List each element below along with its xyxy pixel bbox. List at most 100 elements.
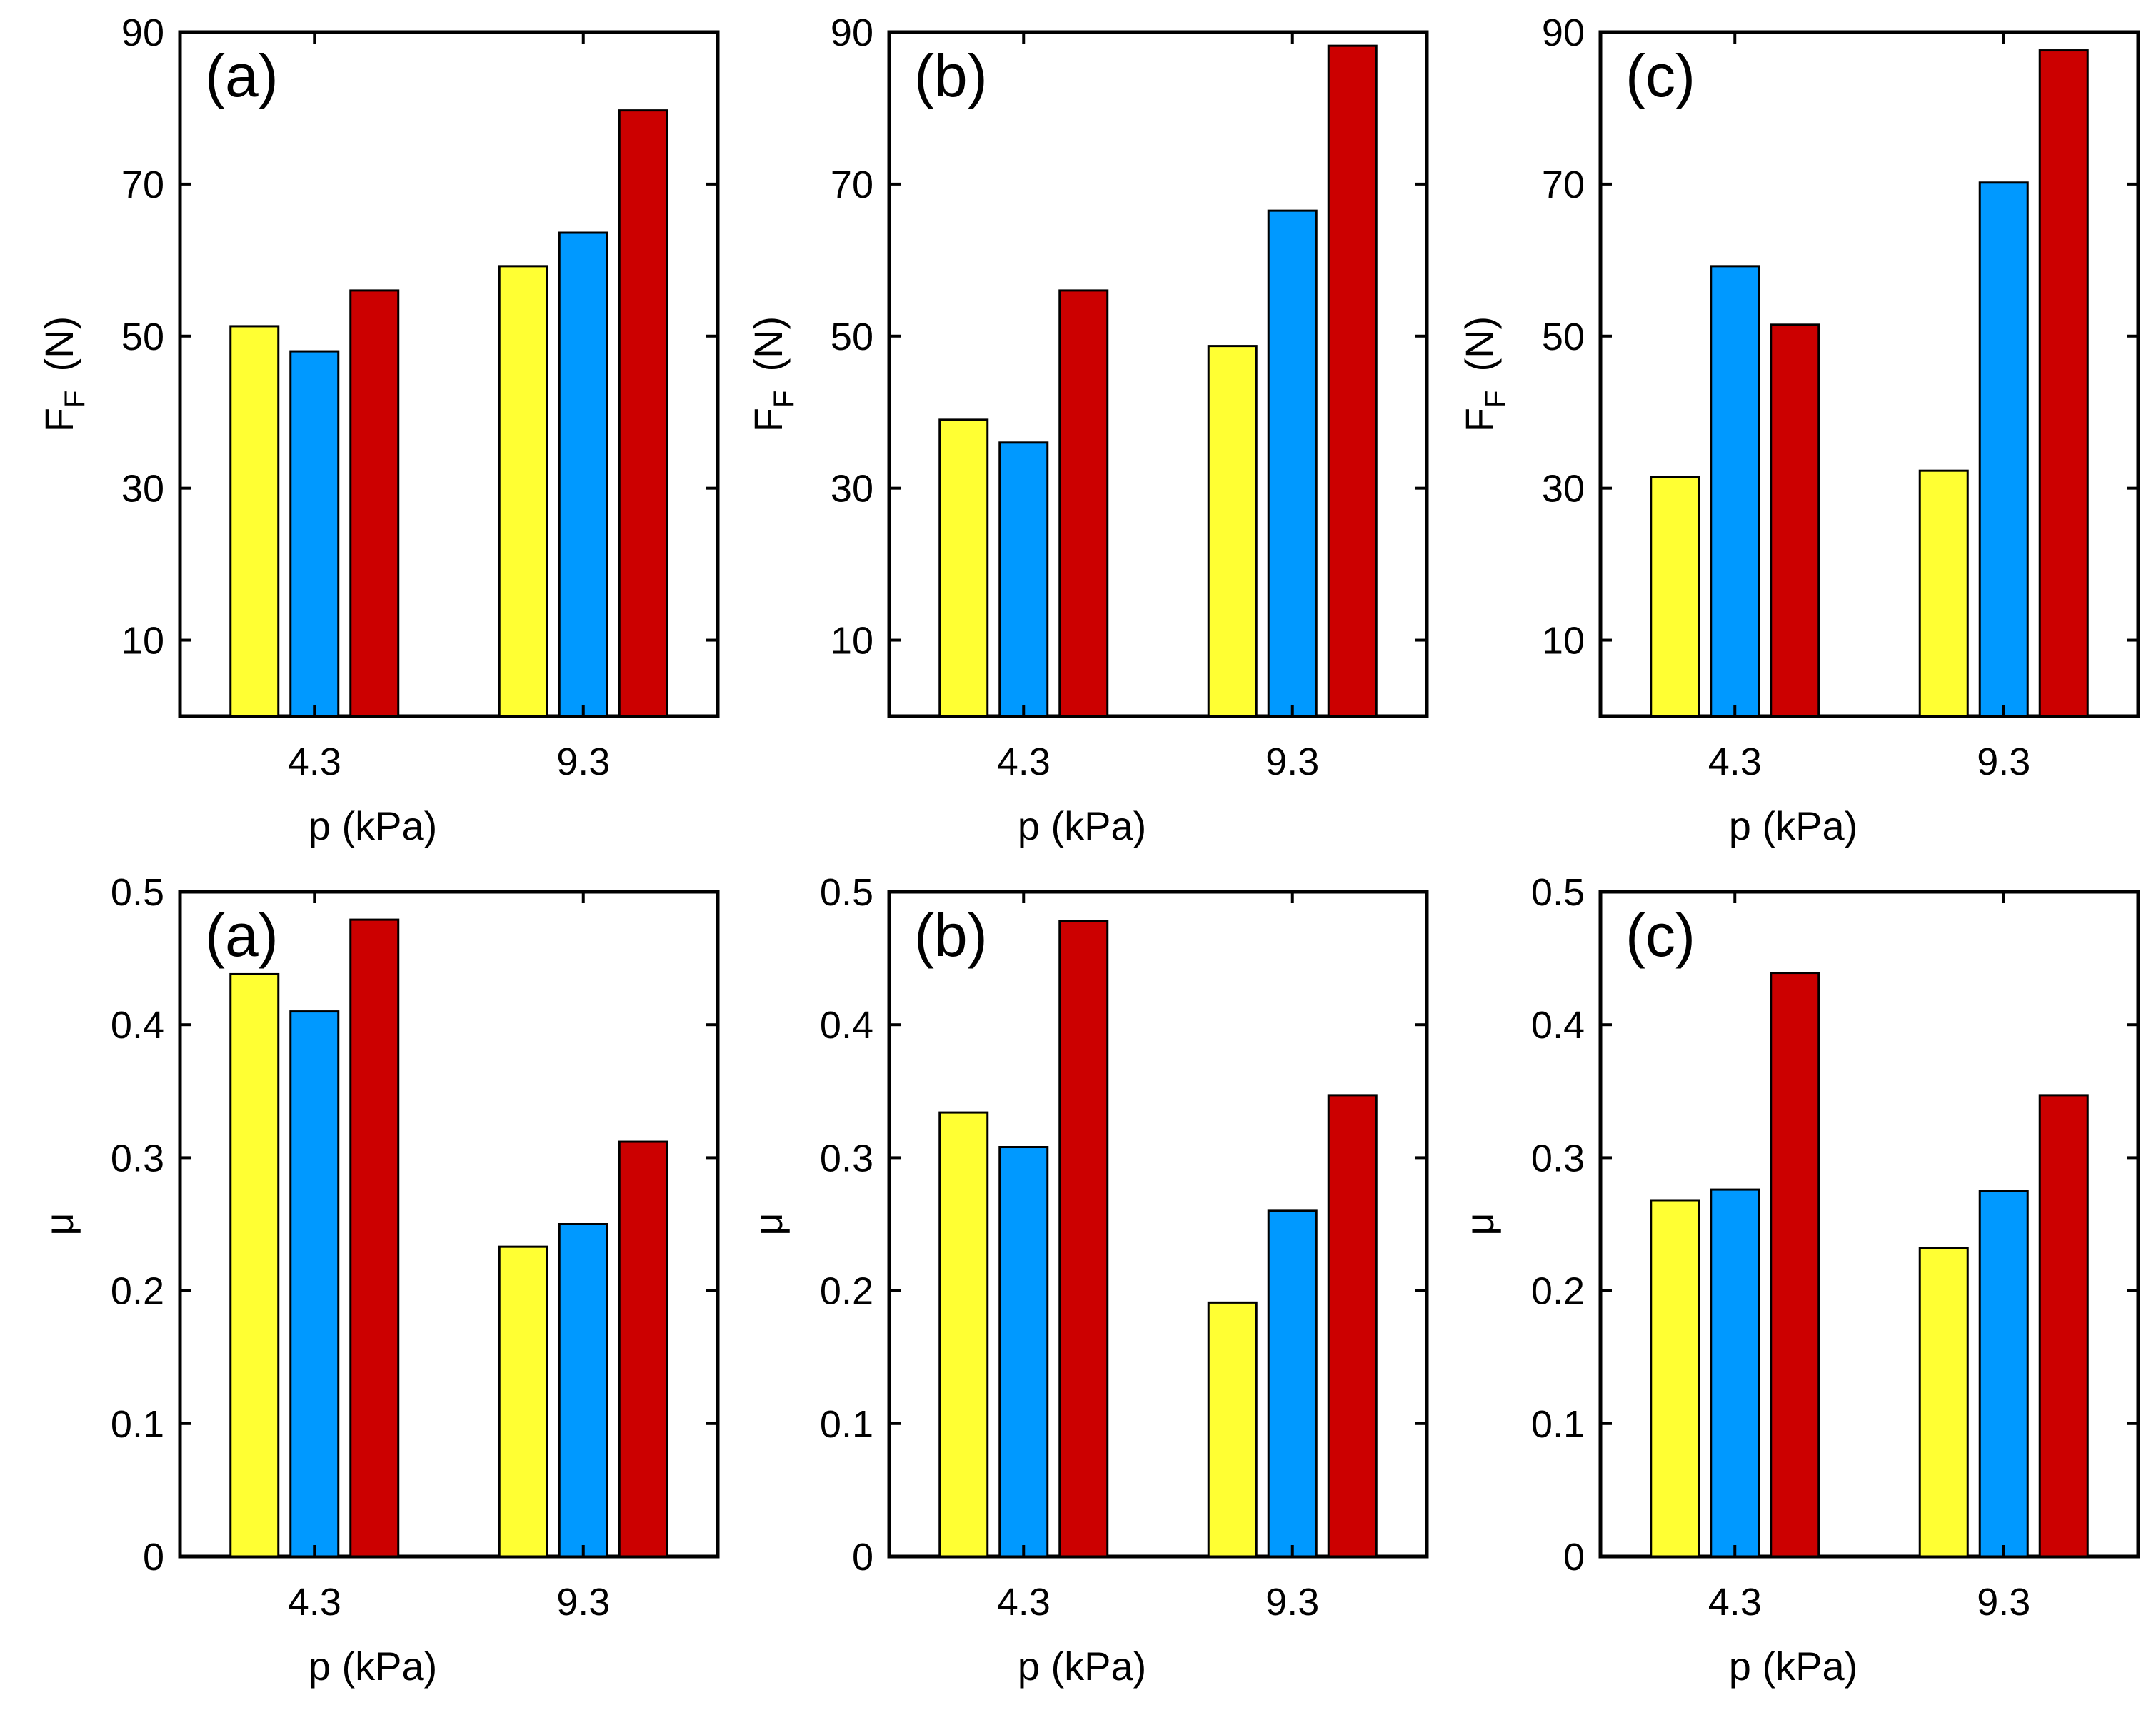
y-axis-label: FF (N) <box>746 316 800 432</box>
y-tick-label: 0.5 <box>820 871 873 914</box>
bar-series2-9.3 <box>558 1223 608 1558</box>
plot-frame <box>178 30 720 718</box>
y-tick-label: 0.1 <box>111 1403 164 1446</box>
chart-panel-4: 0 0.1 0.2 0.3 0.4 0.5 4.3 9.3 (a) p (kPa) μ <box>36 871 720 1689</box>
y-tick-label: 0 <box>143 1536 164 1579</box>
bar-series2-4.3 <box>1710 1188 1760 1558</box>
y-axis-label: μ <box>746 1212 791 1235</box>
bar-series1-4.3 <box>229 325 280 718</box>
bar-series2-9.3 <box>558 231 608 718</box>
y-tick-label: 0.1 <box>1531 1403 1585 1446</box>
panel-tag: (c) <box>1625 902 1695 969</box>
bar-series3-9.3 <box>1327 1094 1378 1558</box>
y-tick-label: 0.5 <box>111 871 164 914</box>
y-label-main: μ <box>1457 1212 1502 1235</box>
y-axis-label: FF (N) <box>1457 316 1511 432</box>
bar-series2-4.3 <box>1710 265 1760 718</box>
bar-series3-4.3 <box>349 918 400 1558</box>
y-tick-label: 10 <box>121 620 164 663</box>
bar-series3-4.3 <box>349 289 400 718</box>
bar-series1-9.3 <box>498 1245 548 1558</box>
plot-frame <box>1598 30 2140 718</box>
y-tick-label: 30 <box>831 468 873 511</box>
panel-tag: (a) <box>205 902 279 969</box>
y-tick-label: 0.2 <box>820 1270 873 1313</box>
y-tick-label: 30 <box>1542 468 1585 511</box>
bar-series2-9.3 <box>1978 181 2029 718</box>
y-label-sub: F <box>59 391 91 408</box>
y-tick-label: 30 <box>121 468 164 511</box>
y-tick-label: 0.2 <box>111 1270 164 1313</box>
x-axis-label: p (kPa) <box>1018 1644 1147 1689</box>
x-tick-label: 4.3 <box>288 1581 341 1624</box>
y-tick-label: 90 <box>831 11 873 54</box>
y-tick-label: 10 <box>831 620 873 663</box>
y-tick-label: 0.4 <box>1531 1004 1585 1047</box>
bar-series3-4.3 <box>1770 323 1820 718</box>
chart-panel-3: 10 30 50 70 90 4.3 9.3 (c) p (kPa) FF (N) <box>1457 11 2140 848</box>
y-tick-label: 50 <box>831 316 873 358</box>
y-axis-label: μ <box>36 1212 81 1235</box>
y-tick-label: 90 <box>121 11 164 54</box>
y-tick-label: 0.5 <box>1531 871 1585 914</box>
x-axis-label: p (kPa) <box>309 803 438 848</box>
y-tick-label: 0.3 <box>1531 1137 1585 1180</box>
bar-series1-4.3 <box>1650 1199 1700 1558</box>
bar-series3-4.3 <box>1058 289 1109 718</box>
bar-series1-9.3 <box>1918 1247 1969 1558</box>
plot-frame <box>887 30 1429 718</box>
bar-series1-4.3 <box>1650 476 1700 718</box>
x-tick-label: 9.3 <box>1977 740 2030 783</box>
bar-series3-9.3 <box>2038 49 2089 718</box>
y-tick-label: 70 <box>1542 164 1585 206</box>
x-tick-label: 4.3 <box>1708 1581 1762 1624</box>
bar-series1-9.3 <box>498 265 548 718</box>
chart-panel-6: 0 0.1 0.2 0.3 0.4 0.5 4.3 9.3 (c) p (kPa) μ <box>1457 871 2140 1689</box>
x-tick-label: 4.3 <box>997 1581 1051 1624</box>
y-tick-label: 0 <box>852 1536 873 1579</box>
bar-series2-9.3 <box>1978 1190 2029 1558</box>
y-label-main: μ <box>746 1212 791 1235</box>
bar-series1-9.3 <box>1918 469 1969 718</box>
panel-tag: (c) <box>1625 42 1695 109</box>
bar-series1-4.3 <box>938 418 989 718</box>
panel-tag: (b) <box>914 902 988 969</box>
bar-series1-4.3 <box>938 1111 989 1558</box>
bar-series3-9.3 <box>618 109 668 718</box>
y-tick-label: 0.3 <box>111 1137 164 1180</box>
bar-series2-4.3 <box>998 441 1049 718</box>
bar-series2-4.3 <box>289 350 340 718</box>
y-tick-label: 70 <box>831 164 873 206</box>
y-tick-label: 90 <box>1542 11 1585 54</box>
bar-series2-9.3 <box>1267 209 1318 718</box>
y-tick-label: 10 <box>1542 620 1585 663</box>
bar-series3-9.3 <box>2038 1094 2089 1558</box>
bar-series3-9.3 <box>1327 44 1378 718</box>
y-tick-label: 50 <box>121 316 164 358</box>
y-label-unit: (N) <box>1457 316 1502 372</box>
y-label-main: F <box>36 408 81 432</box>
x-tick-label: 9.3 <box>556 1581 610 1624</box>
bar-series1-9.3 <box>1207 1301 1258 1558</box>
y-label-unit: (N) <box>36 316 81 372</box>
chart-panel-1: 10 30 50 70 90 4.3 9.3 (a) p (kPa) FF (N) <box>36 11 720 848</box>
x-tick-label: 9.3 <box>1265 740 1319 783</box>
x-tick-label: 4.3 <box>997 740 1051 783</box>
y-tick-label: 70 <box>121 164 164 206</box>
y-tick-label: 50 <box>1542 316 1585 358</box>
x-axis-label: p (kPa) <box>1018 803 1147 848</box>
bar-series3-4.3 <box>1770 972 1820 1558</box>
chart-panel-2: 10 30 50 70 90 4.3 9.3 (b) p (kPa) FF (N) <box>746 11 1429 848</box>
y-label-unit: (N) <box>746 316 791 372</box>
y-label-main: F <box>746 408 791 432</box>
bar-series2-4.3 <box>289 1010 340 1558</box>
panel-tag: (a) <box>205 42 279 109</box>
y-axis-label: μ <box>1457 1212 1502 1235</box>
y-tick-label: 0.3 <box>820 1137 873 1180</box>
x-tick-label: 4.3 <box>288 740 341 783</box>
y-axis-label: FF (N) <box>36 316 91 432</box>
y-label-sub: F <box>768 391 800 408</box>
x-axis-label: p (kPa) <box>1729 803 1858 848</box>
bar-series2-4.3 <box>998 1146 1049 1558</box>
